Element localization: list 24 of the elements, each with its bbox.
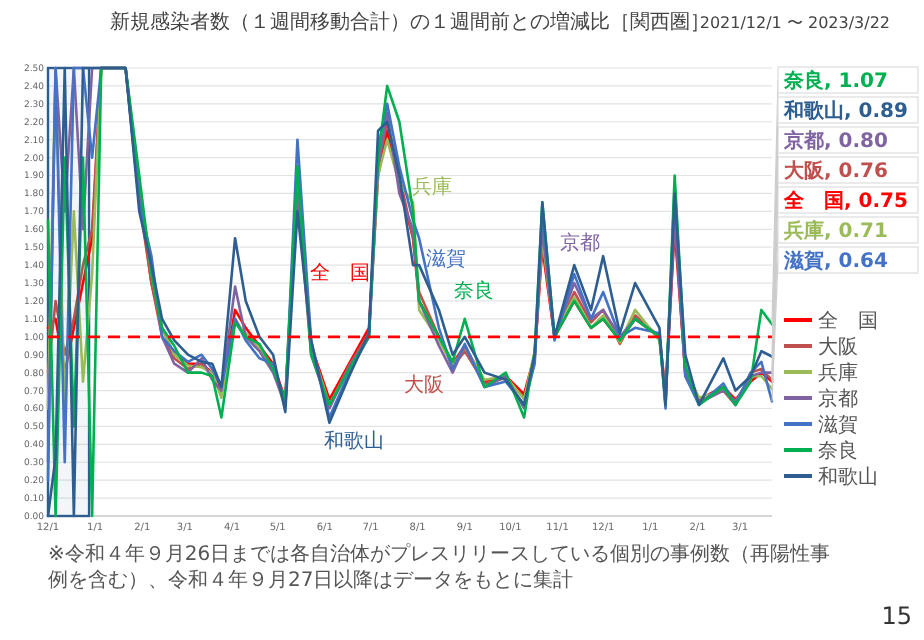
chart-subtitle: 2021/12/1 〜 2023/3/22 — [699, 14, 890, 32]
legend-label: 全 国 — [818, 309, 878, 333]
legend-label: 和歌山 — [818, 465, 878, 489]
text: ※令和４年９月26日までは各自治体がプレスリリースしている個別の事例数（再陽性事例を含む）、令和４年９月27日以降はデータをもとに集計 — [48, 542, 831, 592]
data-label: 兵庫, 0.71 — [782, 219, 888, 243]
text: 和歌山 — [324, 430, 384, 453]
legend-label: 兵庫 — [818, 361, 858, 385]
text: 奈良 — [454, 280, 494, 303]
data-label: 全 国, 0.75 — [782, 189, 908, 213]
legend-label: 大阪 — [818, 335, 858, 359]
text: 京都 — [560, 232, 600, 255]
data-label: 和歌山, 0.89 — [782, 99, 908, 123]
data-label: 滋賀, 0.64 — [782, 249, 888, 273]
data-label: 京都, 0.80 — [782, 129, 888, 153]
legend-label: 京都 — [818, 387, 858, 411]
data-label: 大阪, 0.76 — [782, 159, 888, 183]
text: 大阪 — [404, 374, 444, 397]
data-label: 奈良, 1.07 — [782, 69, 888, 93]
legend-label: 滋賀 — [818, 413, 858, 437]
text: 兵庫 — [412, 176, 452, 199]
text: 全 国 — [310, 262, 370, 285]
text: 15 — [881, 602, 912, 630]
legend-label: 奈良 — [818, 439, 858, 463]
text: 滋賀 — [426, 248, 466, 271]
